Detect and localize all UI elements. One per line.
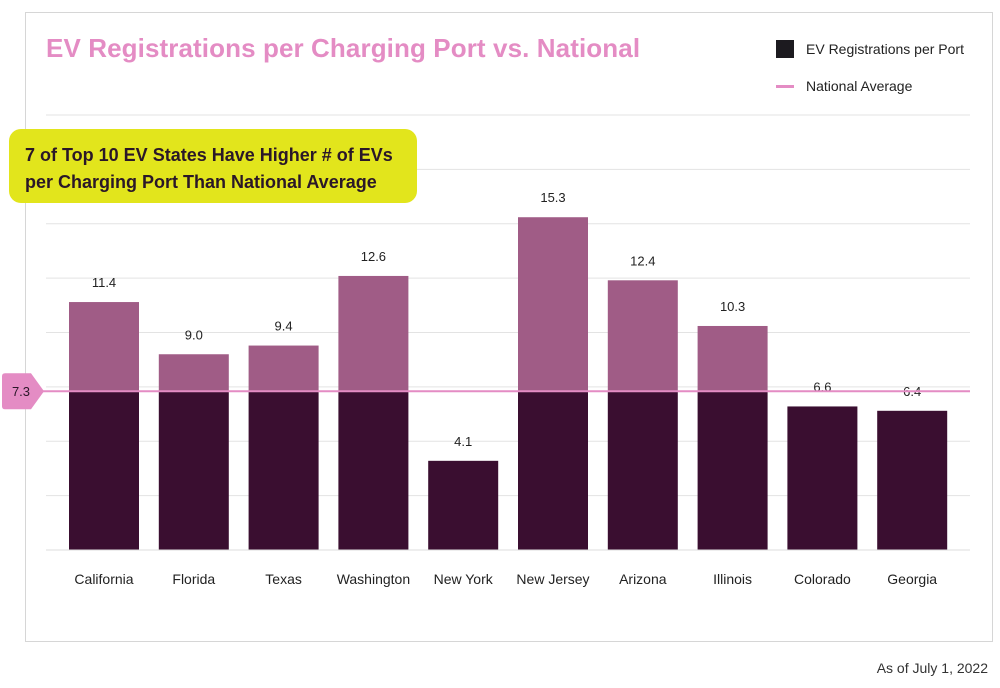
x-tick-label: Colorado	[794, 571, 851, 587]
bar-washington	[338, 391, 409, 550]
x-tick-label: Arizona	[619, 571, 667, 587]
national-average-tag	[2, 373, 44, 410]
bar-above-average-washington	[338, 275, 409, 392]
legend-label-average: National Average	[806, 78, 913, 94]
bar-above-average-texas	[248, 345, 319, 392]
x-tick-label: Georgia	[887, 571, 937, 587]
chart-title: EV Registrations per Charging Port vs. N…	[46, 33, 641, 63]
bar-illinois	[697, 391, 768, 550]
data-label: 15.3	[540, 190, 565, 205]
bar-new-york	[428, 460, 499, 550]
data-label: 11.4	[92, 275, 116, 290]
x-tick-label: New Jersey	[516, 571, 589, 587]
callout-line-2: per Charging Port Than National Average	[25, 172, 377, 192]
x-tick-label: Florida	[172, 571, 215, 587]
callout-box: 7 of Top 10 EV States Have Higher # of E…	[9, 129, 417, 203]
data-label: 12.4	[630, 253, 655, 268]
legend-item-average: National Average	[776, 78, 912, 94]
bar-florida	[158, 391, 229, 550]
x-tick-label: Texas	[265, 571, 302, 587]
bar-colorado	[787, 406, 858, 550]
data-label: 10.3	[720, 299, 745, 314]
legend-item-bars: EV Registrations per Port	[776, 40, 964, 58]
callout-line-1: 7 of Top 10 EV States Have Higher # of E…	[25, 145, 393, 165]
data-label: 9.4	[275, 319, 293, 334]
x-tick-label: California	[74, 571, 133, 587]
legend-swatch-average	[776, 84, 794, 88]
footnote: As of July 1, 2022	[876, 660, 988, 676]
x-tick-label: Illinois	[713, 571, 752, 587]
data-label: 12.6	[361, 249, 386, 264]
bar-above-average-illinois	[697, 325, 768, 392]
national-average-value: 7.3	[12, 384, 30, 399]
data-label: 9.0	[185, 327, 203, 342]
bar-georgia	[877, 410, 948, 550]
legend-swatch-bars	[776, 40, 794, 58]
bar-arizona	[607, 391, 678, 550]
bar-above-average-california	[69, 302, 139, 392]
bar-above-average-florida	[158, 354, 229, 392]
x-tick-label: New York	[434, 571, 494, 587]
x-tick-label: Washington	[337, 571, 410, 587]
bar-california	[69, 391, 139, 550]
bar-above-average-new-jersey	[518, 217, 588, 392]
bar-new-jersey	[518, 391, 588, 550]
bar-above-average-arizona	[607, 280, 678, 392]
legend-label-bars: EV Registrations per Port	[806, 41, 964, 57]
bar-texas	[248, 391, 319, 550]
data-label: 4.1	[454, 434, 472, 449]
